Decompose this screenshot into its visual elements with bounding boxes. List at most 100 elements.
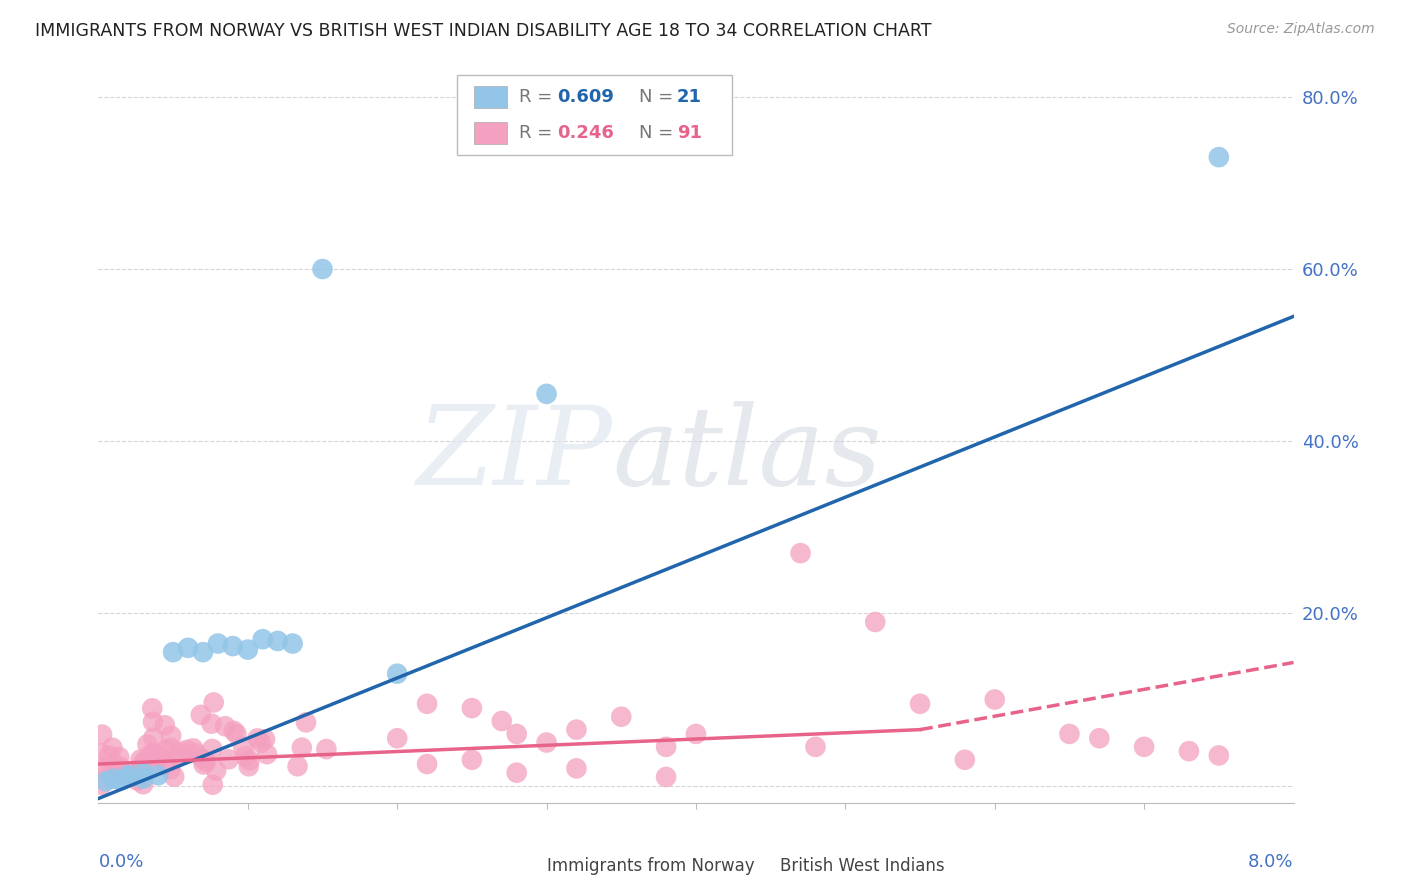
Point <box>655 739 678 754</box>
Point <box>254 732 277 747</box>
Point <box>461 753 484 767</box>
Point <box>141 747 163 761</box>
Point <box>295 715 318 730</box>
Point <box>1133 739 1156 754</box>
Point <box>127 766 149 780</box>
Point <box>222 639 245 653</box>
Point <box>97 765 120 780</box>
Point <box>90 778 112 792</box>
Point <box>953 753 976 767</box>
Point <box>238 754 260 768</box>
Point <box>135 753 157 767</box>
Point <box>127 773 149 788</box>
Point <box>908 697 931 711</box>
Point <box>236 642 259 657</box>
Point <box>385 731 409 746</box>
Point <box>155 756 177 771</box>
Point <box>159 762 181 776</box>
Text: ZIP: ZIP <box>416 401 613 508</box>
Point <box>214 719 236 733</box>
Text: atlas: atlas <box>613 401 882 508</box>
Text: 0.0%: 0.0% <box>98 853 143 871</box>
Text: 0.609: 0.609 <box>557 88 614 106</box>
Point <box>103 772 125 786</box>
Point <box>181 741 204 756</box>
Point <box>191 645 214 659</box>
Point <box>256 747 278 761</box>
Point <box>94 761 117 775</box>
Bar <box>749 856 773 875</box>
Bar <box>474 87 508 108</box>
Point <box>101 740 124 755</box>
Point <box>132 765 155 780</box>
Point <box>117 768 139 782</box>
Point <box>315 742 337 756</box>
Point <box>177 640 200 655</box>
Point <box>291 740 314 755</box>
Text: 0.246: 0.246 <box>557 124 614 142</box>
Point <box>159 740 181 755</box>
Point <box>193 757 215 772</box>
Point <box>129 753 152 767</box>
Text: Source: ZipAtlas.com: Source: ZipAtlas.com <box>1227 22 1375 37</box>
Point <box>232 739 254 754</box>
Point <box>155 743 177 757</box>
Text: 8.0%: 8.0% <box>1249 853 1294 871</box>
Text: IMMIGRANTS FROM NORWAY VS BRITISH WEST INDIAN DISABILITY AGE 18 TO 34 CORRELATIO: IMMIGRANTS FROM NORWAY VS BRITISH WEST I… <box>35 22 932 40</box>
Point <box>201 742 224 756</box>
Point <box>984 692 1007 706</box>
Point <box>195 755 218 769</box>
Point <box>865 615 887 629</box>
Text: R =: R = <box>519 124 558 142</box>
Point <box>1059 727 1081 741</box>
Point <box>132 777 155 791</box>
Point <box>281 636 304 650</box>
Point <box>416 697 439 711</box>
Point <box>685 727 707 741</box>
Point <box>200 716 222 731</box>
Point <box>104 760 127 774</box>
Text: British West Indians: British West Indians <box>779 856 945 875</box>
Point <box>506 765 529 780</box>
Point <box>160 729 183 743</box>
Point <box>103 765 125 780</box>
Point <box>166 750 188 764</box>
Point <box>117 770 139 784</box>
Point <box>143 756 166 770</box>
Point <box>207 636 229 650</box>
Point <box>108 750 131 764</box>
Point <box>190 707 212 722</box>
Point <box>610 709 633 723</box>
Text: 21: 21 <box>676 88 702 106</box>
Point <box>287 759 309 773</box>
Point <box>176 743 198 757</box>
Point <box>132 756 155 770</box>
Point <box>1208 748 1230 763</box>
Point <box>225 727 247 741</box>
Point <box>142 731 165 745</box>
Point <box>162 645 184 659</box>
Point <box>163 770 186 784</box>
Point <box>110 773 132 788</box>
Point <box>110 759 132 773</box>
Point <box>235 749 257 764</box>
Point <box>90 747 112 761</box>
Point <box>238 759 260 773</box>
Point <box>461 701 484 715</box>
Point <box>94 774 117 789</box>
Point <box>201 778 224 792</box>
Text: Immigrants from Norway: Immigrants from Norway <box>547 856 754 875</box>
Bar <box>517 856 541 875</box>
Point <box>91 728 114 742</box>
Point <box>205 764 228 778</box>
Point <box>385 666 409 681</box>
Point <box>153 718 176 732</box>
Point <box>1208 150 1230 164</box>
Point <box>491 714 513 728</box>
Point <box>789 546 811 560</box>
Point <box>250 736 273 750</box>
Point <box>311 262 333 277</box>
Point <box>804 739 827 754</box>
Point <box>142 747 165 761</box>
Point <box>186 747 208 761</box>
